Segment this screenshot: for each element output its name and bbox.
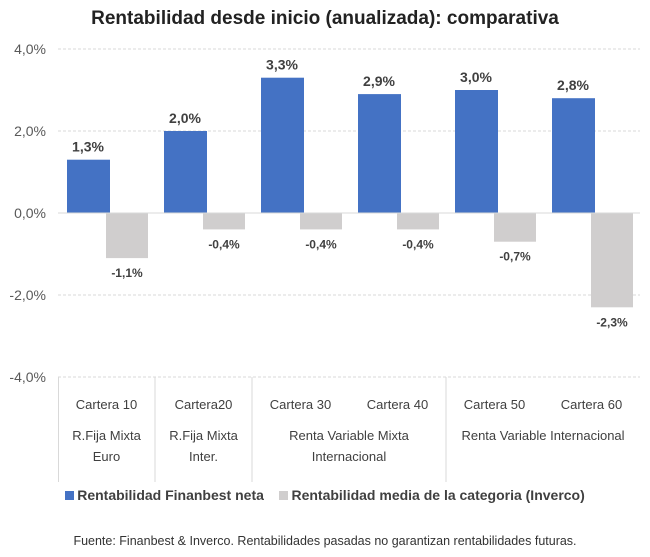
category-label: Cartera 30: [270, 397, 331, 412]
data-label-finanbest: 2,0%: [169, 110, 201, 126]
y-tick-label: -2,0%: [9, 287, 46, 303]
group-label: R.Fija Mixta: [72, 428, 141, 443]
group-label: Renta Variable Mixta: [289, 428, 409, 443]
bar-inverco: [591, 213, 633, 308]
y-tick-label: -4,0%: [9, 369, 46, 385]
y-tick-label: 4,0%: [14, 41, 46, 57]
bar-inverco: [300, 213, 342, 230]
group-label: Euro: [93, 449, 120, 464]
bar-finanbest: [164, 131, 207, 213]
group-label: Internacional: [312, 449, 387, 464]
group-label: R.Fija Mixta: [169, 428, 238, 443]
y-tick-label: 0,0%: [14, 205, 46, 221]
data-label-inverco: -0,7%: [499, 250, 531, 264]
category-label: Cartera 40: [367, 397, 428, 412]
bar-inverco: [106, 213, 148, 259]
legend: Rentabilidad Finanbest neta Rentabilidad…: [0, 487, 650, 503]
category-label: Cartera 60: [561, 397, 622, 412]
data-label-finanbest: 1,3%: [72, 139, 104, 155]
bar-finanbest: [455, 90, 498, 213]
legend-swatch-finanbest: [65, 491, 75, 500]
plot-area: 4,0% 2,0% 0,0% -2,0% -4,0% 1,3% -1,1% Cartera 1…: [9, 41, 640, 482]
legend-label-inverco: Rentabilidad media de la categoria (Inve…: [291, 487, 585, 503]
data-label-inverco: -1,1%: [111, 266, 143, 280]
data-label-inverco: -0,4%: [208, 237, 240, 251]
data-label-inverco: -2,3%: [596, 315, 628, 329]
data-label-inverco: -0,4%: [402, 237, 434, 251]
legend-swatch-inverco: [279, 491, 289, 500]
group-label: Inter.: [189, 449, 218, 464]
bar-inverco: [397, 213, 439, 230]
data-label-finanbest: 2,9%: [363, 73, 395, 89]
category-label: Cartera 10: [76, 397, 137, 412]
chart-title: Rentabilidad desde inicio (anualizada): …: [91, 8, 559, 29]
bar-finanbest: [358, 94, 401, 213]
bar-finanbest: [261, 77, 304, 213]
data-label-finanbest: 3,3%: [266, 57, 298, 73]
bar-inverco: [494, 213, 536, 242]
group-label: Renta Variable Internacional: [461, 428, 624, 443]
legend-label-finanbest: Rentabilidad Finanbest neta: [77, 487, 264, 503]
data-label-finanbest: 2,8%: [557, 77, 589, 93]
data-label-finanbest: 3,0%: [460, 69, 492, 85]
category-label: Cartera 50: [464, 397, 525, 412]
data-label-inverco: -0,4%: [305, 237, 337, 251]
bar-finanbest: [67, 159, 110, 213]
y-tick-label: 2,0%: [14, 123, 46, 139]
source-note: Fuente: Finanbest & Inverco. Rentabilida…: [73, 534, 577, 548]
bar-finanbest: [552, 98, 595, 213]
bar-inverco: [203, 213, 245, 230]
category-label: Cartera20: [175, 397, 233, 412]
